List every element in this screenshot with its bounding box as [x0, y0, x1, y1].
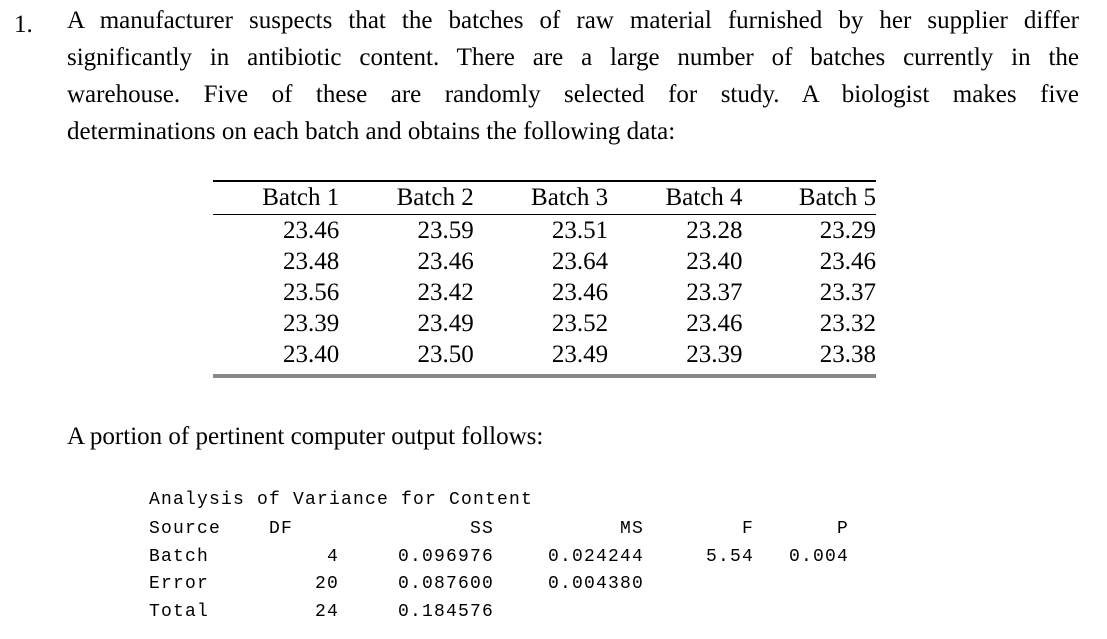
anova-header-row: Source DF SS MS F P [149, 516, 849, 544]
anova-title: Analysis of Variance for Content [149, 490, 534, 510]
table-cell: 23.40 [686, 248, 743, 275]
output-intro-text: A portion of pertinent computer output f… [67, 423, 544, 450]
table-cell: 23.50 [417, 341, 474, 368]
anova-cell [644, 571, 754, 599]
table-cell: 23.40 [283, 341, 340, 368]
table-row: 23.46 23.59 23.51 23.28 23.29 [213, 215, 876, 247]
column-header: Batch 3 [473, 182, 609, 215]
table-cell: 23.46 [686, 310, 743, 337]
table-cell: 23.46 [551, 279, 609, 306]
anova-cell: 5.54 [705, 546, 754, 567]
anova-header: DF [269, 519, 294, 539]
table-cell: 23.32 [819, 310, 876, 337]
batch-data-table: Batch 1 Batch 2 Batch 3 Batch 4 Batch 5 … [213, 180, 876, 378]
anova-cell: 0.184576 [397, 601, 494, 622]
problem-line: significantly in antibiotic content. The… [67, 44, 1079, 71]
anova-cell [494, 599, 644, 627]
column-header: Batch 5 [742, 182, 876, 215]
anova-cell: 0.024244 [547, 546, 644, 567]
anova-cell: 4 [326, 546, 339, 567]
anova-cell: 0.004380 [547, 574, 644, 594]
column-header: Batch 2 [339, 182, 474, 215]
table-cell: 23.48 [283, 248, 340, 275]
problem-line: determinations on each batch and obtains… [67, 118, 676, 145]
table-cell: 23.51 [551, 217, 609, 244]
anova-cell: 24 [314, 601, 339, 622]
anova-cell [754, 599, 849, 627]
anova-cell [754, 571, 849, 599]
anova-header: F [741, 519, 754, 539]
anova-cell: Total [149, 601, 210, 622]
anova-row: Batch 4 0.096976 0.024244 5.54 0.004 [149, 544, 849, 572]
anova-cell [644, 599, 754, 627]
table-header-row: Batch 1 Batch 2 Batch 3 Batch 4 Batch 5 [213, 182, 876, 215]
column-header: Batch 4 [608, 182, 743, 215]
table-cell: 23.46 [283, 217, 340, 244]
anova-cell: Batch [149, 546, 210, 567]
table-cell: 23.28 [686, 217, 743, 244]
table-cell: 23.49 [551, 341, 609, 368]
table-cell: 23.29 [819, 217, 876, 244]
problem-statement: A manufacturer suspects that the batches… [67, 2, 1079, 150]
table-cell: 23.46 [819, 248, 876, 275]
table-cell: 23.56 [283, 279, 340, 306]
table-row: 23.56 23.42 23.46 23.37 23.37 [213, 277, 876, 308]
table-cell: 23.38 [819, 341, 876, 368]
table-cell: 23.49 [417, 310, 474, 337]
table-cell: 23.37 [819, 279, 876, 306]
anova-row: Error 20 0.087600 0.004380 [149, 571, 849, 599]
anova-cell: Error [149, 574, 210, 594]
table-row: 23.48 23.46 23.64 23.40 23.46 [213, 246, 876, 277]
anova-header: Source [149, 519, 222, 539]
table-cell: 23.39 [686, 341, 743, 368]
anova-row: Total 24 0.184576 [149, 599, 849, 627]
anova-header: P [836, 519, 849, 539]
anova-header: MS [619, 519, 644, 539]
table-cell: 23.46 [417, 248, 474, 275]
anova-cell: 0.096976 [397, 546, 494, 567]
problem-line: A manufacturer suspects that the batches… [67, 7, 1079, 34]
anova-cell: 0.004 [788, 546, 849, 567]
table-cell: 23.59 [417, 217, 474, 244]
table-cell: 23.64 [551, 248, 609, 275]
table-cell: 23.37 [686, 279, 743, 306]
table-cell: 23.52 [551, 310, 609, 337]
column-header: Batch 1 [213, 182, 340, 215]
table-row: 23.39 23.49 23.52 23.46 23.32 [213, 308, 876, 339]
problem-line: warehouse. Five of these are randomly se… [67, 81, 1079, 108]
table-cell: 23.42 [417, 279, 474, 306]
anova-output: Analysis of Variance for Content Source … [149, 487, 849, 626]
problem-number: 1. [14, 11, 33, 38]
anova-cell: 0.087600 [397, 574, 494, 594]
table-cell: 23.39 [283, 310, 340, 337]
table-row: 23.40 23.50 23.49 23.39 23.38 [213, 339, 876, 370]
anova-header: SS [469, 519, 494, 539]
anova-cell: 20 [314, 574, 339, 594]
